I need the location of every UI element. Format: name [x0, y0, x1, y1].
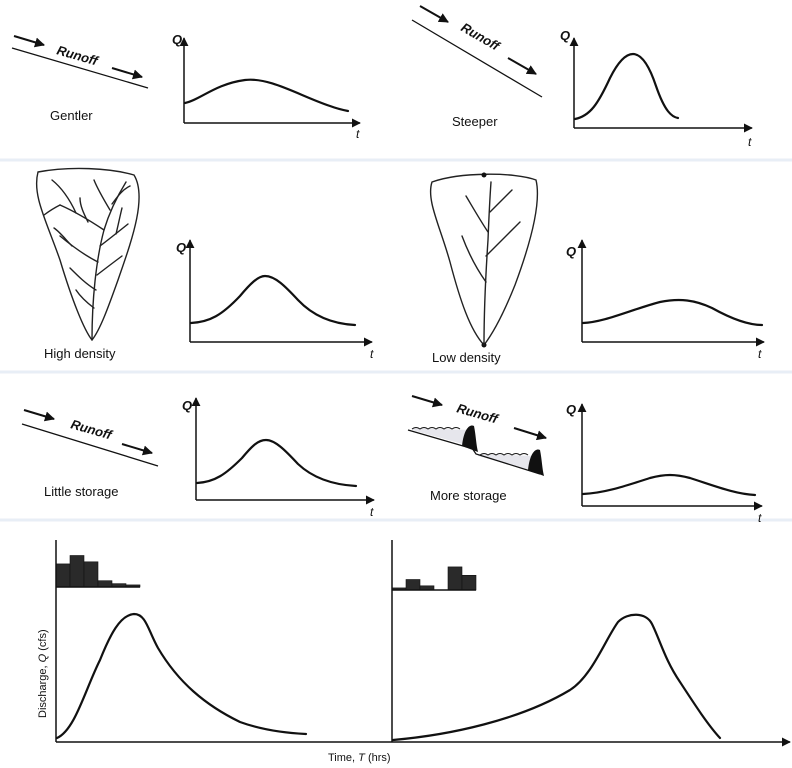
- hydrograph-curve: [581, 473, 757, 497]
- panel-storm-early: Discharge, Q (cfs): [37, 540, 791, 747]
- runoff-label: Runoff: [455, 400, 501, 426]
- x-axis-label: t: [758, 347, 762, 361]
- panel-storage-little: Runoff Little storage Q t: [21, 397, 375, 519]
- storage-berm: [528, 449, 544, 476]
- hydrograph-curve: [189, 274, 357, 327]
- panel-caption: Little storage: [44, 484, 118, 499]
- y-axis-label: Q: [560, 28, 570, 43]
- rainfall-bar: [69, 555, 85, 588]
- rainfall-bar: [447, 566, 463, 591]
- runoff-arrow-start: [23, 409, 55, 422]
- x-axis-label: t: [370, 347, 374, 361]
- hydrograph-curve-early: [55, 612, 308, 740]
- panel-slope-gentle: Runoff Gentler Q t: [11, 32, 361, 141]
- runoff-label: Runoff: [55, 42, 101, 68]
- panel-caption: Low density: [432, 350, 501, 365]
- hydrograph-curve: [195, 438, 358, 488]
- y-axis-label: Q: [176, 240, 186, 255]
- runoff-arrow-start: [411, 395, 443, 408]
- x-axis-label: t: [748, 135, 752, 149]
- drainage-network-dense: [43, 179, 131, 341]
- hydrograph-curve: [183, 78, 350, 113]
- ponded-water: [412, 428, 472, 446]
- runoff-arrow-end: [111, 67, 143, 80]
- runoff-label: Runoff: [69, 416, 115, 442]
- panel-caption: Steeper: [452, 114, 498, 129]
- panel-slope-steep: Runoff Steeper Q t: [411, 5, 753, 149]
- x-axis-label: Time, T (hrs): [328, 752, 391, 764]
- rainfall-bar: [97, 580, 113, 588]
- panel-caption: More storage: [430, 488, 507, 503]
- slope-line: [21, 423, 159, 467]
- panel-storm-late: [391, 540, 722, 742]
- outlet-point: [481, 172, 487, 178]
- rainfall-bar: [405, 579, 421, 591]
- panel-caption: Gentler: [50, 108, 93, 123]
- watershed-outline: [429, 173, 539, 347]
- y-axis-label: Discharge, Q (cfs): [37, 629, 49, 718]
- hydrograph-curve-late: [391, 613, 722, 742]
- y-axis-label: Q: [172, 32, 182, 47]
- panel-caption: High density: [44, 346, 116, 361]
- y-axis-label: Q: [182, 398, 192, 413]
- runoff-arrow-end: [507, 57, 537, 75]
- runoff-label: Runoff: [459, 20, 504, 55]
- rainfall-bar: [55, 563, 71, 588]
- runoff-arrow-start: [419, 5, 449, 23]
- water-waves: [411, 427, 461, 430]
- hydrograph-curve: [581, 298, 764, 327]
- x-axis-label: t: [356, 127, 360, 141]
- watershed-outline: [35, 167, 140, 342]
- water-waves: [479, 453, 529, 456]
- runoff-arrow-start: [13, 35, 45, 48]
- gentle-slope-line: [11, 47, 149, 89]
- rainfall-bar: [461, 574, 477, 591]
- storage-berm: [462, 425, 478, 452]
- panel-density-high: High density Q t: [35, 167, 374, 361]
- x-axis-label: t: [370, 505, 374, 519]
- steep-slope-line: [411, 19, 543, 98]
- runoff-arrow-end: [121, 443, 153, 456]
- y-axis-label: Q: [566, 244, 576, 259]
- x-axis-label: t: [758, 511, 762, 525]
- drainage-network-sparse: [461, 181, 521, 346]
- runoff-arrow-end: [513, 427, 547, 441]
- panel-storage-more: Runoff More storage Q t: [407, 395, 763, 525]
- panel-density-low: Low density Q t: [429, 172, 765, 365]
- rainfall-hyetograph-late: [391, 566, 477, 591]
- hydrograph-curve: [573, 52, 680, 121]
- rainfall-hyetograph-early: [55, 555, 141, 588]
- y-axis-label: Q: [566, 402, 576, 417]
- rainfall-bar: [83, 561, 99, 588]
